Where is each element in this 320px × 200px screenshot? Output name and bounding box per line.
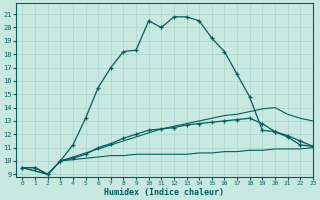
- X-axis label: Humidex (Indice chaleur): Humidex (Indice chaleur): [104, 188, 224, 197]
